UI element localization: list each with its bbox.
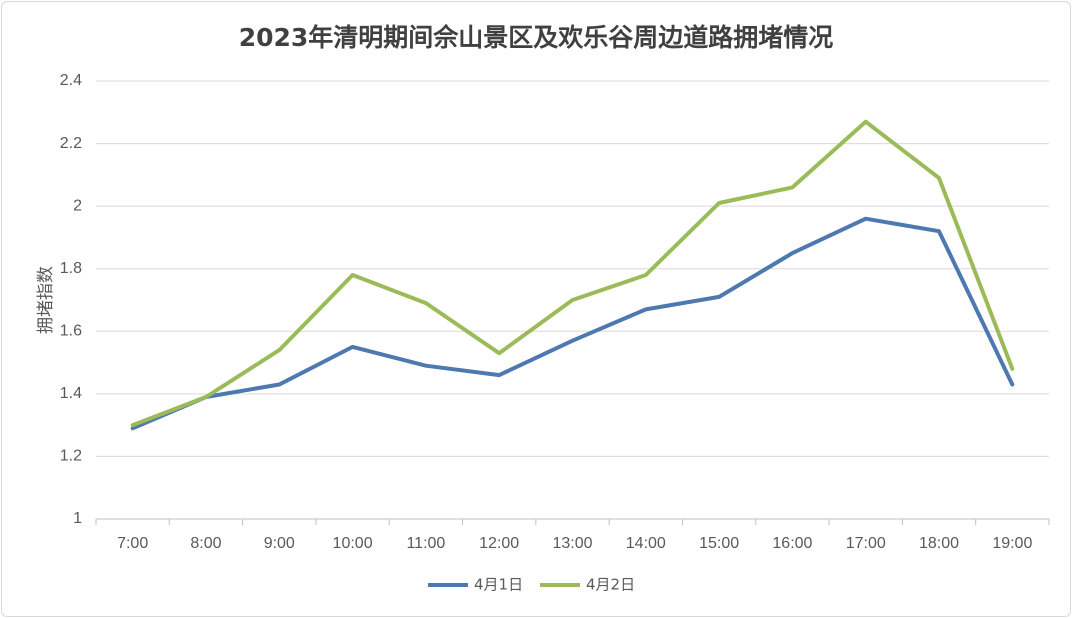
x-tick-label: 17:00 [846,535,886,552]
y-axis-label: 拥堵指数 [36,266,56,334]
x-tick-label: 14:00 [626,535,666,552]
x-tick-label: 18:00 [919,535,959,552]
legend-label: 4月2日 [586,576,635,594]
x-tick-label: 13:00 [552,535,592,552]
y-tick-label: 1.8 [60,260,82,277]
legend-label: 4月1日 [474,576,523,594]
y-tick-label: 1.6 [60,323,82,340]
y-tick-label: 2 [73,197,82,214]
x-tick-label: 19:00 [992,535,1032,552]
y-tick-label: 2.2 [60,135,82,152]
x-tick-label: 11:00 [406,535,445,552]
y-tick-label: 2.4 [60,72,82,89]
x-tick-label: 8:00 [190,535,221,552]
y-axis-ticks: 1 1.2 1.4 1.6 1.8 2 2.2 2.4 [60,72,82,527]
x-tick-label: 10:00 [333,535,373,552]
x-tick-label: 16:00 [772,535,812,552]
x-axis: 7:00 8:00 9:00 10:00 11:00 12:00 13:00 14:00 15:… [95,518,1050,552]
x-tick-label: 12:00 [479,535,519,552]
chart-title: 2023年清明期间佘山景区及欢乐谷周边道路拥堵情况 [238,23,834,52]
x-tick-label: 9:00 [264,535,295,552]
y-tick-label: 1.4 [60,385,82,402]
series-line-2 [130,119,1015,428]
x-tick-label: 15:00 [699,535,739,552]
gridlines [96,80,1049,457]
x-tick-label: 7:00 [117,535,148,552]
legend: 4月1日 4月2日 [428,576,635,594]
y-tick-label: 1 [73,510,82,527]
y-tick-label: 1.2 [60,448,82,465]
series-lines [130,119,1015,431]
series-line-1 [130,216,1015,431]
